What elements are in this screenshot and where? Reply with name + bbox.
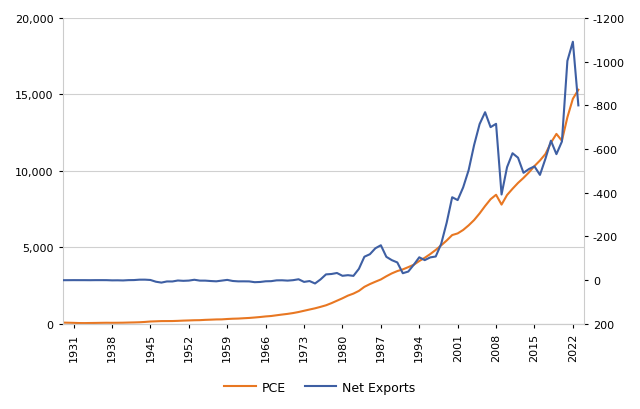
Net Exports [426,255,434,260]
Net Exports [152,280,160,285]
PCE [575,88,582,93]
PCE [426,252,434,257]
PCE [157,319,165,324]
Net Exports [81,278,88,283]
Line: PCE: PCE [63,90,579,323]
PCE [59,320,67,325]
Net Exports [449,195,456,200]
PCE [415,259,423,264]
Net Exports [311,281,319,286]
PCE [449,233,456,238]
PCE [86,321,94,326]
Legend: PCE, Net Exports: PCE, Net Exports [220,376,420,399]
Net Exports [59,278,67,283]
PCE [81,321,88,326]
Net Exports [443,220,451,225]
Net Exports [569,40,577,45]
Net Exports [575,103,582,108]
Line: Net Exports: Net Exports [63,43,579,284]
Net Exports [415,255,423,260]
PCE [443,238,451,243]
